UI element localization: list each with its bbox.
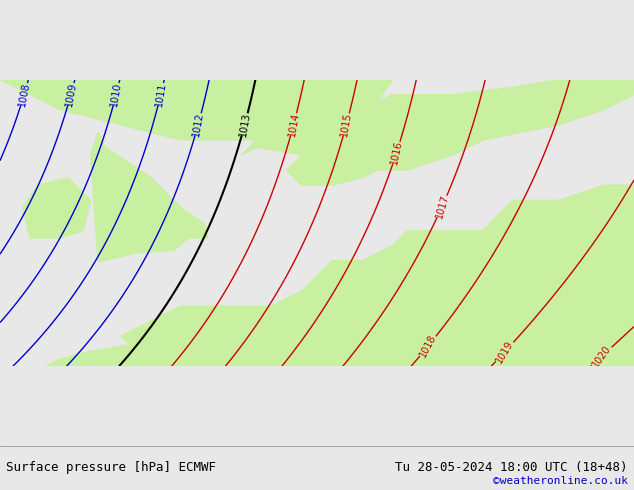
Polygon shape — [0, 79, 392, 140]
Polygon shape — [287, 140, 377, 185]
Text: 1017: 1017 — [434, 193, 450, 220]
Text: Surface pressure [hPa] ECMWF: Surface pressure [hPa] ECMWF — [6, 462, 216, 474]
Text: 1018: 1018 — [418, 333, 438, 359]
Text: 1011: 1011 — [154, 81, 168, 107]
Text: ©weatheronline.co.uk: ©weatheronline.co.uk — [493, 476, 628, 486]
Text: 1020: 1020 — [590, 343, 613, 369]
Text: 1008: 1008 — [17, 81, 32, 107]
Text: 1009: 1009 — [64, 81, 78, 107]
Text: 1013: 1013 — [238, 111, 252, 137]
Text: 1019: 1019 — [494, 339, 515, 365]
Text: Tu 28-05-2024 18:00 UTC (18+48): Tu 28-05-2024 18:00 UTC (18+48) — [395, 462, 628, 474]
Text: 1010: 1010 — [109, 81, 123, 107]
Text: 1012: 1012 — [191, 111, 205, 137]
Text: 1014: 1014 — [287, 111, 301, 137]
Polygon shape — [23, 178, 91, 238]
Text: 1016: 1016 — [389, 140, 404, 166]
Polygon shape — [242, 79, 634, 170]
Polygon shape — [45, 343, 242, 367]
Polygon shape — [91, 132, 209, 262]
Text: 1015: 1015 — [339, 111, 353, 137]
Polygon shape — [120, 185, 634, 367]
